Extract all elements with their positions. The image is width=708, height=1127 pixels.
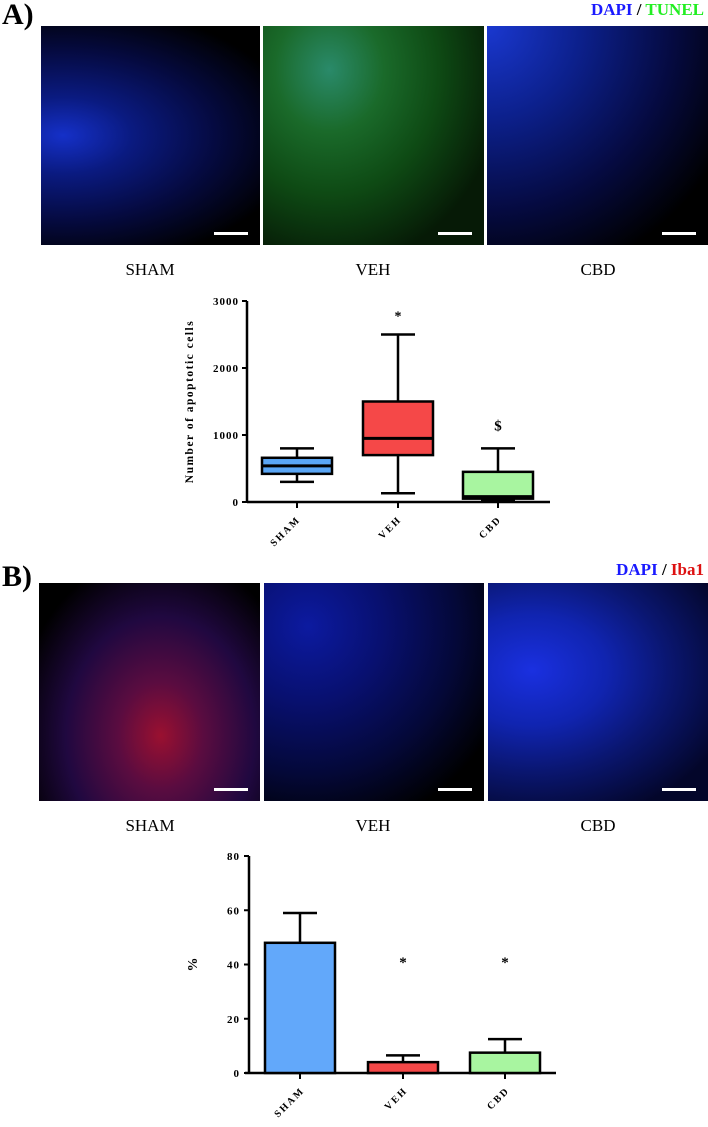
scale-bar (438, 232, 472, 235)
bar-veh (366, 1060, 440, 1075)
y-tick-label: 2000 (213, 363, 239, 375)
x-tick-label: CBD (477, 514, 504, 541)
panel-b-legend: DAPI / Iba1 (616, 560, 704, 580)
bar-chart-area: 0 20 40 60 80% SHAM * VEH * CBD (186, 851, 556, 1120)
significance-marker: * (501, 955, 509, 971)
x-tick-label: VEH (383, 1085, 410, 1112)
panel-a-label: A) (2, 0, 34, 31)
iba1-percent-barchart: 0 20 40 60 80% SHAM * VEH * CBD (186, 851, 556, 1120)
legend-sep: / (632, 0, 646, 19)
y-tick-label: 3000 (213, 296, 239, 308)
y-axis-label: Number of apoptotic cells (184, 320, 196, 483)
apoptotic-cells-boxplot: 0 1000 2000 3000 Number of apoptotic cells SH… (184, 296, 550, 549)
micrograph-b-veh (264, 583, 484, 801)
box-cbd (461, 470, 535, 500)
micrograph-b-cbd (488, 583, 708, 801)
x-tick-label: CBD (485, 1085, 512, 1112)
legend-tunel: TUNEL (645, 0, 704, 19)
y-tick-label: 60 (227, 905, 240, 917)
y-tick-label: 40 (227, 960, 240, 972)
panel-a-legend: DAPI / TUNEL (591, 0, 704, 20)
panel-b-label: B) (2, 560, 32, 593)
x-tick-label: SHAM (272, 1085, 307, 1120)
condition-label-a-cbd: CBD (580, 260, 616, 279)
y-tick-label: 20 (227, 1014, 240, 1026)
significance-marker: $ (494, 418, 502, 434)
box-chart-area: 0 1000 2000 3000 Number of apoptotic cells SH… (184, 296, 550, 549)
legend-iba1: Iba1 (670, 560, 704, 579)
box-veh (361, 400, 435, 457)
significance-marker: * (399, 955, 407, 971)
x-tick-label: VEH (377, 514, 404, 541)
y-tick-label: 80 (227, 851, 240, 863)
condition-label-b-cbd: CBD (580, 816, 616, 835)
legend-dapi: DAPI (590, 0, 633, 19)
bar-cbd (468, 1051, 542, 1075)
scale-bar (662, 232, 696, 235)
condition-label-b-sham: SHAM (125, 816, 175, 835)
condition-label-a-veh: VEH (355, 260, 391, 279)
micrograph-a-cbd (487, 26, 708, 245)
legend-dapi: DAPI (616, 560, 658, 579)
bar-sham (263, 941, 337, 1075)
scale-bar (438, 788, 472, 791)
x-tick-label: SHAM (268, 514, 303, 549)
scale-bar (662, 788, 696, 791)
significance-marker: * (395, 310, 402, 325)
legend-sep: / (657, 560, 671, 579)
micrograph-b-sham (39, 583, 260, 801)
condition-label-b-veh: VEH (355, 816, 391, 835)
y-tick-label: 0 (234, 1068, 241, 1080)
condition-label-a-sham: SHAM (125, 260, 175, 279)
y-axis-label: % (186, 958, 201, 972)
micrograph-a-veh (263, 26, 484, 245)
y-tick-label: 0 (233, 497, 240, 509)
scale-bar (214, 788, 248, 791)
micrograph-a-sham (41, 26, 260, 245)
y-tick-label: 1000 (213, 430, 239, 442)
scale-bar (214, 232, 248, 235)
